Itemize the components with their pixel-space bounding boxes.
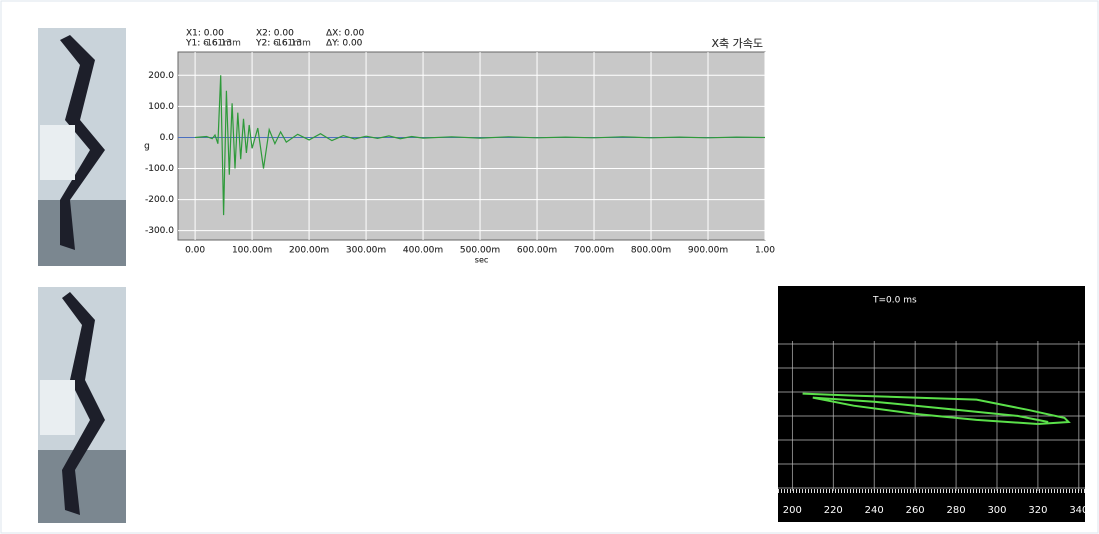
cursor-readout: Y2: 6.61m	[255, 39, 302, 49]
photo	[38, 287, 126, 523]
cursor-readout: X1: 0.00	[186, 29, 224, 39]
x-tick-label: 300	[987, 505, 1006, 516]
panel-title: T=0.0 ms	[872, 296, 917, 306]
page: X1: 0.00Y1: -16.13mX2: 0.00Y2: -16.13mΔX…	[0, 0, 1099, 534]
y-tick-label: 100.0	[148, 102, 174, 112]
cursor-readout: ΔY: 0.00	[326, 39, 363, 49]
x-tick-label: 700.00m	[574, 246, 614, 256]
y-tick-label: 200.0	[148, 71, 174, 81]
cursor-readout: Y1: 6.61m	[185, 39, 232, 49]
chart-title: X축 가속도	[711, 37, 763, 50]
x-tick-label: 400.00m	[403, 246, 443, 256]
x-tick-label: 220	[824, 505, 843, 516]
y-tick-label: -100.0	[145, 164, 174, 174]
x-tick-label: 800.00m	[631, 246, 671, 256]
cursor-readout: ΔX: 0.00	[326, 29, 365, 39]
trajectory-panel	[778, 286, 1085, 522]
x-tick-label: 320	[1028, 505, 1047, 516]
y-tick-label: -200.0	[145, 195, 174, 205]
cursor-readout: X2: 0.00	[256, 29, 294, 39]
y-tick-label: -300.0	[145, 226, 174, 236]
x-tick-label: 100.00m	[232, 246, 272, 256]
x-tick-label: 300.00m	[346, 246, 386, 256]
x-axis-label: sec	[475, 256, 489, 265]
x-tick-label: 200	[783, 505, 802, 516]
screenshot: X1: 0.00Y1: -16.13mX2: 0.00Y2: -16.13mΔX…	[0, 0, 1099, 534]
x-tick-label: 260	[906, 505, 925, 516]
x-tick-label: 600.00m	[517, 246, 557, 256]
x-tick-label: 340	[1069, 505, 1088, 516]
plot-area	[178, 52, 765, 240]
photo	[38, 28, 126, 266]
x-tick-label: 240	[865, 505, 884, 516]
x-tick-label: 0.00	[185, 246, 205, 256]
x-tick-label: 900.00m	[688, 246, 728, 256]
y-tick-label: 0.0	[160, 133, 175, 143]
x-tick-label: 200.00m	[289, 246, 329, 256]
x-tick-label: 1.00	[755, 246, 775, 256]
x-tick-label: 500.00m	[460, 246, 500, 256]
x-tick-label: 280	[947, 505, 966, 516]
y-axis-label: g	[144, 142, 150, 152]
